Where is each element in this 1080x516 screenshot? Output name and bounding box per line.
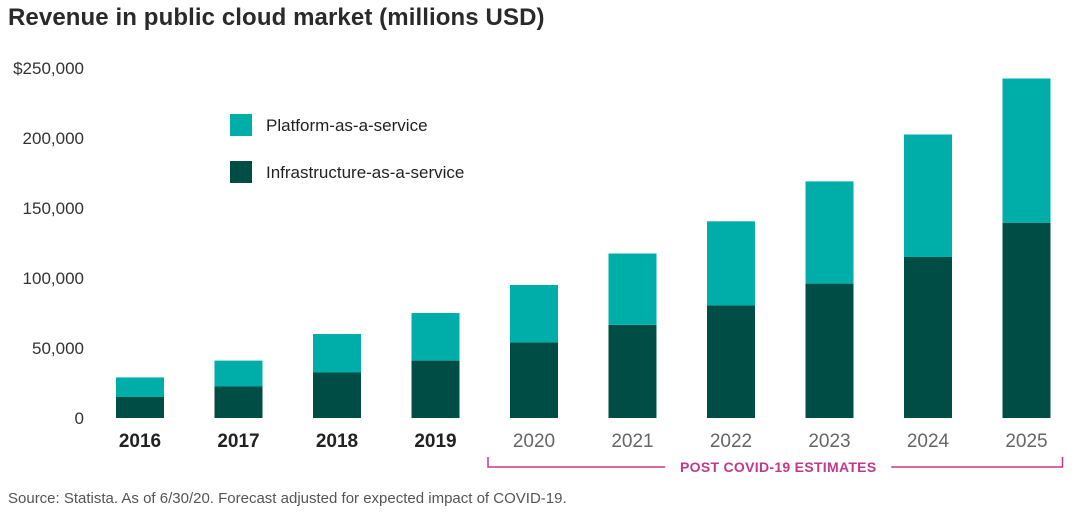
y-axis: $250,000 200,000 150,000 100,000 50,000 0 xyxy=(13,59,84,428)
bar-paas-2023 xyxy=(805,181,854,284)
bar-paas-2017 xyxy=(214,360,263,387)
x-axis: 2016 2017 2018 2019 2020 2021 2022 2023 2024 2025 xyxy=(119,431,1048,452)
x-tick-label: 2024 xyxy=(907,431,950,452)
legend-swatch-iaas xyxy=(230,161,252,183)
x-tick-label: 2018 xyxy=(316,431,358,452)
legend-label-iaas: Infrastructure-as-a-service xyxy=(266,163,464,182)
bar-paas-2021 xyxy=(608,253,657,325)
bar-paas-2022 xyxy=(707,221,755,306)
y-tick-label: 100,000 xyxy=(23,269,84,288)
x-tick-label: 2023 xyxy=(808,431,850,452)
bar-iaas-2025 xyxy=(1002,222,1051,418)
bar-iaas-2019 xyxy=(411,360,460,418)
x-tick-label: 2017 xyxy=(217,431,259,452)
x-tick-label: 2020 xyxy=(513,431,555,452)
annotation-bracket-left xyxy=(487,457,666,468)
bar-paas-2016 xyxy=(116,377,164,397)
bar-iaas-2016 xyxy=(116,397,164,418)
bar-iaas-2024 xyxy=(904,257,952,418)
legend-label-paas: Platform-as-a-service xyxy=(266,116,428,135)
y-tick-label: 0 xyxy=(75,409,84,428)
y-tick-label: 150,000 xyxy=(23,199,84,218)
bar-iaas-2023 xyxy=(805,283,854,418)
y-tick-label: 50,000 xyxy=(32,339,84,358)
bar-paas-2020 xyxy=(510,285,558,343)
bar-paas-2025 xyxy=(1002,78,1051,223)
chart-title: Revenue in public cloud market (millions… xyxy=(8,4,545,31)
annotation-bracket-right xyxy=(891,457,1064,468)
x-tick-label: 2025 xyxy=(1005,431,1047,452)
bar-paas-2018 xyxy=(313,334,361,373)
x-tick-label: 2019 xyxy=(414,431,456,452)
bars-group xyxy=(116,78,1051,418)
annotation-label: POST COVID-19 ESTIMATES xyxy=(680,459,876,475)
bar-iaas-2018 xyxy=(313,372,361,418)
bar-paas-2024 xyxy=(904,134,952,257)
bar-iaas-2021 xyxy=(608,324,657,418)
x-tick-label: 2016 xyxy=(119,431,161,452)
bar-iaas-2022 xyxy=(707,305,755,418)
legend-swatch-paas xyxy=(230,114,252,136)
x-tick-label: 2021 xyxy=(611,431,653,452)
bar-iaas-2017 xyxy=(214,386,263,418)
legend: Platform-as-a-service Infrastructure-as-a… xyxy=(230,114,464,183)
y-tick-label: $250,000 xyxy=(13,59,84,78)
bar-iaas-2020 xyxy=(510,342,558,418)
source-note: Source: Statista. As of 6/30/20. Forecas… xyxy=(8,490,567,507)
x-tick-label: 2022 xyxy=(710,431,752,452)
bar-paas-2019 xyxy=(411,313,460,361)
estimates-annotation: POST COVID-19 ESTIMATES xyxy=(487,457,1064,475)
y-tick-label: 200,000 xyxy=(23,129,84,148)
